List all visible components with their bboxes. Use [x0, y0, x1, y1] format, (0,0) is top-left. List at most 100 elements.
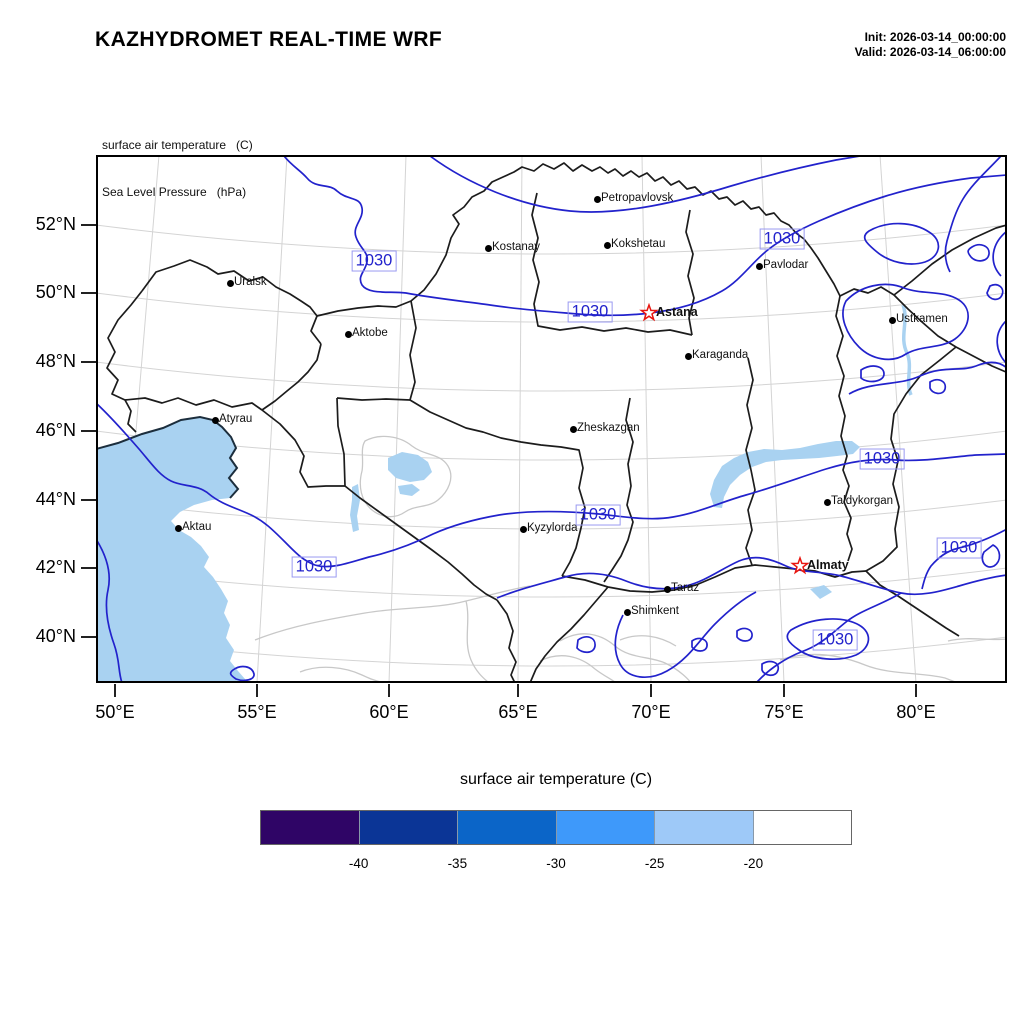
lon-tick	[517, 684, 519, 697]
run-info: Init: 2026-03-14_00:00:00 Valid: 2026-03…	[855, 30, 1006, 60]
city-dot-icon	[594, 196, 601, 203]
colorbar-segment	[458, 811, 557, 844]
lon-tick	[388, 684, 390, 697]
plot-subtitle: surface air temperature (C) Sea Level Pr…	[102, 107, 253, 232]
colorbar-tick-label: -20	[743, 856, 764, 871]
city-label: Shimkent	[631, 605, 679, 617]
lon-tick-label: 70°E	[631, 702, 671, 722]
capital-star-icon	[790, 556, 810, 575]
lon-tick	[114, 684, 116, 697]
pressure-contour-label: 1030	[859, 448, 905, 470]
page-title: KAZHYDROMET REAL-TIME WRF	[95, 28, 443, 51]
city-dot-icon	[570, 426, 577, 433]
city-label: Uralsk	[234, 276, 267, 288]
city-label: Ustkamen	[896, 313, 948, 325]
pressure-contour-label: 1030	[291, 556, 337, 578]
lon-tick-label: 65°E	[498, 702, 538, 722]
lat-tick-label: 40°N	[35, 626, 76, 646]
lat-tick-label: 50°N	[35, 282, 76, 302]
lat-tick-label: 48°N	[35, 351, 76, 371]
subtitle-pressure: Sea Level Pressure (hPa)	[102, 184, 247, 199]
city-dot-icon	[824, 499, 831, 506]
city-dot-icon	[345, 331, 352, 338]
colorbar-segment	[359, 811, 458, 844]
city-label: Taldykorgan	[831, 495, 894, 507]
init-time: Init: 2026-03-14_00:00:00	[864, 30, 1006, 44]
colorbar	[260, 810, 852, 845]
lon-tick	[915, 684, 917, 697]
colorbar-title: surface air temperature (C)	[459, 771, 653, 788]
valid-time: Valid: 2026-03-14_06:00:00	[854, 45, 1006, 59]
city-label: Atyrau	[219, 413, 253, 425]
pressure-contour-label: 1030	[575, 504, 621, 526]
lon-tick-label: 55°E	[237, 702, 277, 722]
lat-tick	[81, 361, 96, 363]
caspian-coastline	[97, 415, 240, 499]
city-label: Karaganda	[692, 349, 749, 361]
colorbar-segment	[655, 811, 754, 844]
city-dot-icon	[520, 526, 527, 533]
city-dot-icon	[756, 263, 763, 270]
lat-tick-label: 52°N	[35, 214, 76, 234]
city-label: Astana	[656, 305, 698, 319]
colorbar-segment	[261, 811, 360, 844]
lat-tick	[81, 224, 96, 226]
city-label: Taraz	[671, 582, 700, 594]
pressure-contours	[97, 156, 1006, 682]
caspian-sea	[97, 417, 248, 682]
colorbar-segment	[556, 811, 655, 844]
pressure-contour-label: 1030	[759, 228, 805, 250]
lon-tick	[650, 684, 652, 697]
lat-tick-label: 44°N	[35, 489, 76, 509]
city-label: Almaty	[807, 558, 849, 572]
lat-tick	[81, 567, 96, 569]
colorbar-tick-label: -35	[447, 856, 468, 871]
lat-tick	[81, 292, 96, 294]
lat-tick	[81, 430, 96, 432]
pressure-contour-label: 1030	[812, 629, 858, 651]
lat-tick-label: 46°N	[35, 420, 76, 440]
city-dot-icon	[604, 242, 611, 249]
city-label: Pavlodar	[763, 259, 809, 271]
colorbar-tick-label: -25	[644, 856, 665, 871]
city-dot-icon	[889, 317, 896, 324]
map-frame	[96, 155, 1007, 683]
city-dot-icon	[624, 609, 631, 616]
city-dot-icon	[227, 280, 234, 287]
lat-tick	[81, 636, 96, 638]
lat-tick	[81, 499, 96, 501]
aral-sea	[388, 452, 432, 482]
lon-tick-label: 80°E	[896, 702, 936, 722]
colorbar-segment	[753, 811, 851, 844]
subtitle-temperature: surface air temperature (C)	[102, 138, 253, 153]
city-label: Kostanay	[492, 241, 540, 253]
pressure-contour-label: 1030	[936, 537, 982, 559]
lon-tick-label: 50°E	[95, 702, 135, 722]
city-label: Aktobe	[352, 327, 388, 339]
colorbar-tick-label: -40	[348, 856, 369, 871]
city-label: Kyzylorda	[527, 522, 578, 534]
city-dot-icon	[664, 586, 671, 593]
city-label: Kokshetau	[611, 238, 666, 250]
water-bodies	[97, 417, 860, 682]
lat-tick-label: 42°N	[35, 557, 76, 577]
city-label: Zheskazgan	[577, 422, 640, 434]
lon-tick-label: 75°E	[764, 702, 804, 722]
city-dot-icon	[685, 353, 692, 360]
city-label: Aktau	[182, 521, 212, 533]
lon-tick-label: 60°E	[369, 702, 409, 722]
capital-star-icon	[639, 303, 659, 322]
city-dot-icon	[212, 417, 219, 424]
pressure-contour-label: 1030	[351, 250, 397, 272]
city-label: Petropavlovsk	[601, 192, 674, 204]
foreign-borders	[254, 435, 1006, 682]
pressure-contour-label: 1030	[567, 301, 613, 323]
lon-tick	[256, 684, 258, 697]
city-dot-icon	[175, 525, 182, 532]
city-dot-icon	[485, 245, 492, 252]
colorbar-tick-label: -30	[546, 856, 566, 871]
lon-tick	[783, 684, 785, 697]
